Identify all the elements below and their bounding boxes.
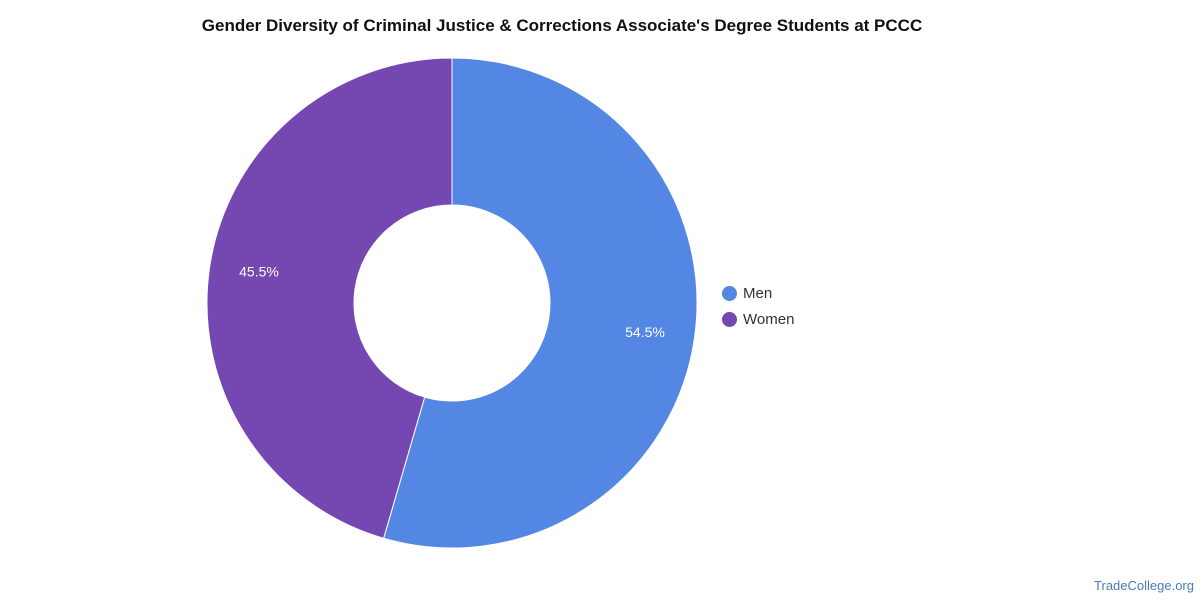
legend-swatch-men [722,285,737,301]
chart-title: Gender Diversity of Criminal Justice & C… [201,16,923,35]
watermark[interactable]: TradeCollege.org [1094,578,1194,593]
legend-label-women: Women [743,310,795,328]
legend-item-women[interactable]: Women [722,306,794,332]
slice-men[interactable] [383,57,698,549]
value-label-men: 54.5% [625,324,665,340]
slice-women[interactable] [206,57,453,539]
legend-label-men: Men [743,284,773,302]
legend-swatch-women [722,311,737,327]
legend-item-men[interactable]: Men [722,280,794,306]
legend: Men Women [722,280,794,332]
value-label-women: 45.5% [239,263,279,279]
